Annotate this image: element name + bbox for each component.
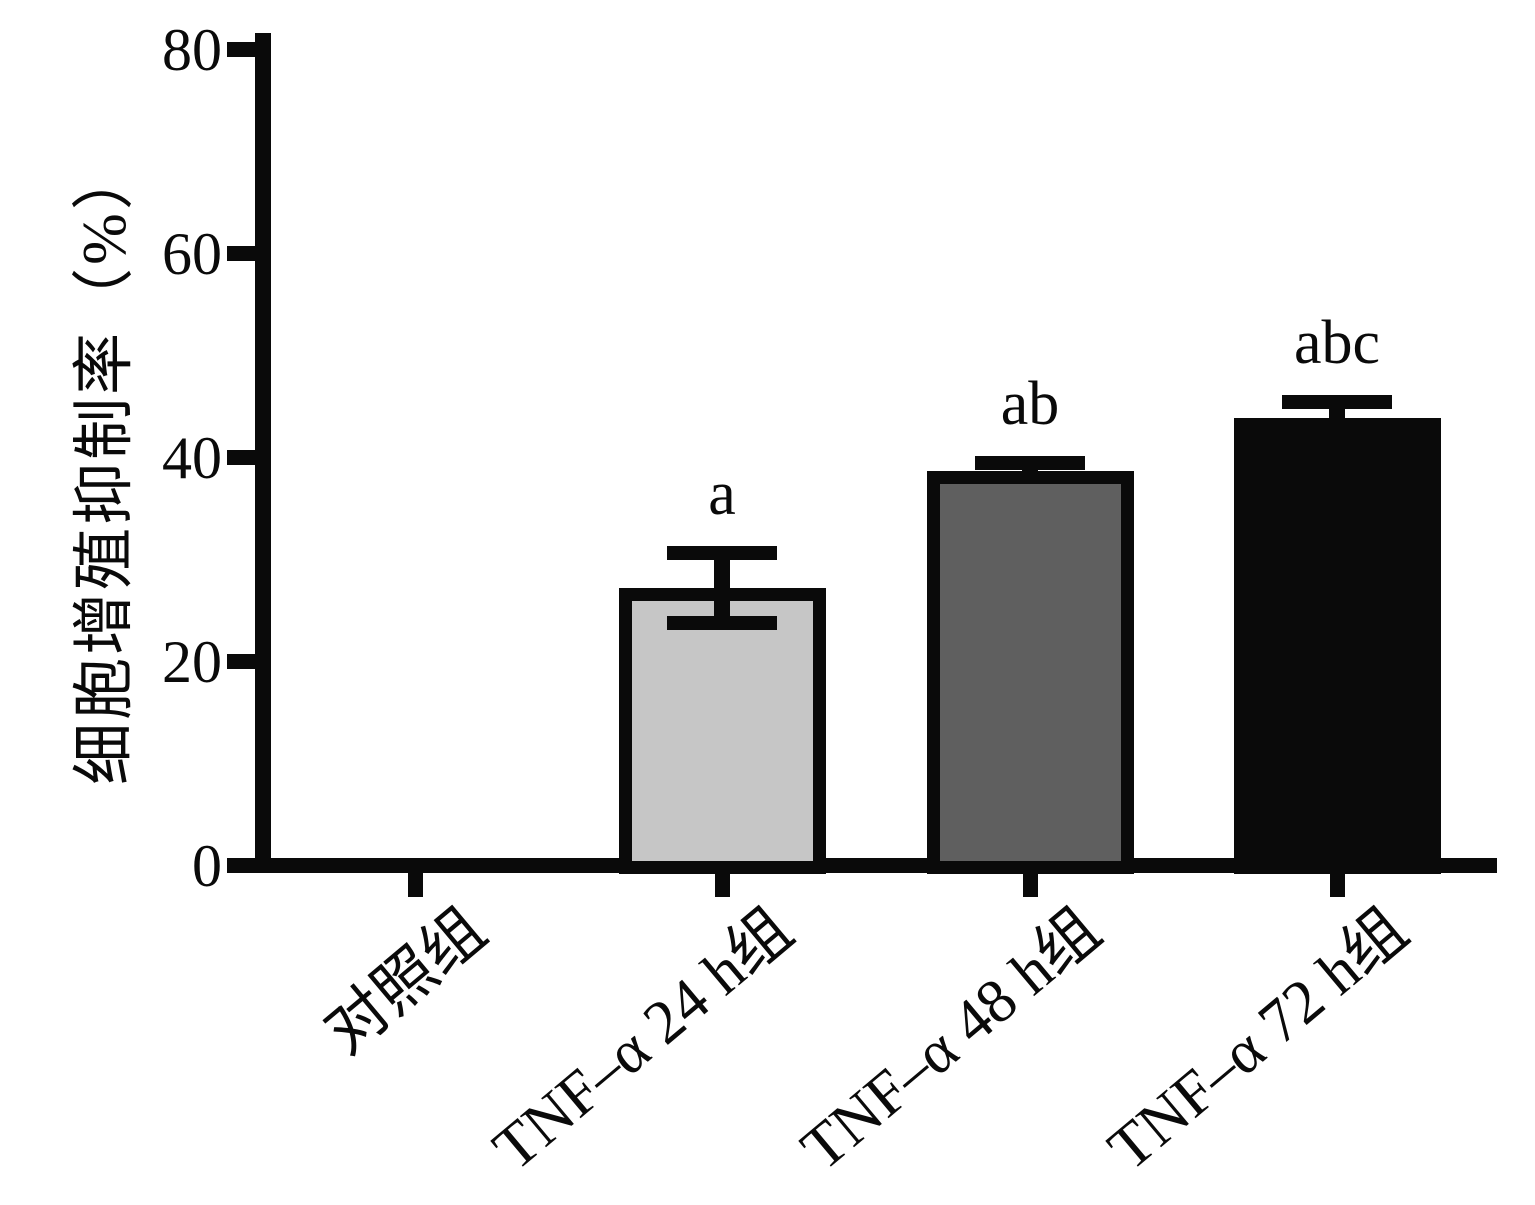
bar <box>926 470 1134 874</box>
significance-label: a <box>708 460 736 529</box>
x-axis-label: 对照组 <box>312 895 499 1068</box>
x-tick <box>1022 873 1038 897</box>
x-axis-line <box>237 858 1497 873</box>
x-tick <box>1329 873 1345 897</box>
y-tick-label: 40 <box>162 424 222 491</box>
y-tick <box>227 450 255 465</box>
y-tick <box>227 42 255 57</box>
bar <box>1233 417 1441 874</box>
x-axis-label: TNF–α 48 h组 <box>789 895 1114 1184</box>
error-bar-cap-top <box>667 546 777 561</box>
x-tick <box>714 873 730 897</box>
x-axis-label: TNF–α 24 h组 <box>481 895 806 1184</box>
significance-label: ab <box>1000 369 1060 438</box>
error-bar-stem <box>714 553 730 623</box>
significance-label: abc <box>1293 309 1381 378</box>
error-bar-cap-bottom <box>667 615 777 630</box>
x-tick <box>407 873 423 897</box>
y-tick-label: 0 <box>192 832 222 899</box>
y-tick <box>227 246 255 261</box>
error-bar-cap-top <box>1282 395 1392 410</box>
y-tick-label: 20 <box>162 628 222 695</box>
y-tick <box>227 654 255 669</box>
y-tick <box>227 858 255 873</box>
error-bar-cap-top <box>975 455 1085 470</box>
y-tick-label: 80 <box>162 16 222 83</box>
y-axis-line <box>255 33 271 873</box>
bar <box>618 588 826 874</box>
y-tick-label: 60 <box>162 220 222 287</box>
x-axis-label: TNF–α 72 h组 <box>1096 895 1421 1184</box>
